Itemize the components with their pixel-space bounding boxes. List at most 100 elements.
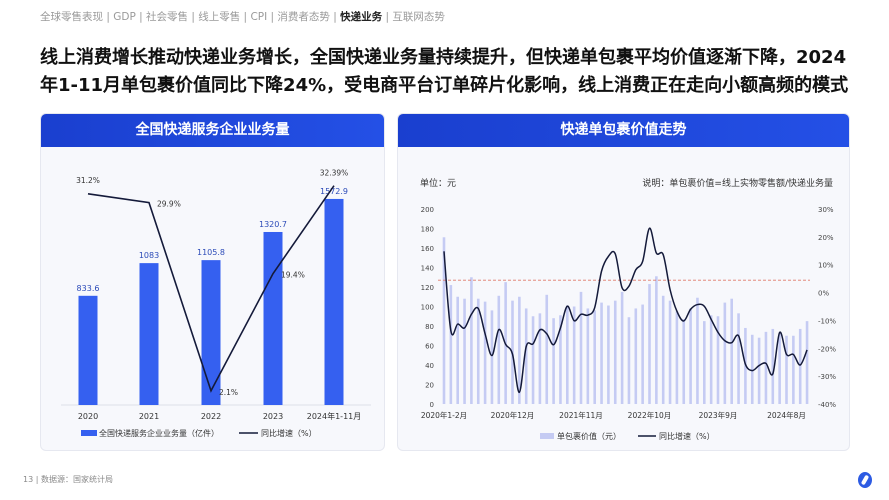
bar: [737, 313, 740, 404]
bar: [579, 291, 583, 404]
left-tick-label: 0: [430, 401, 434, 409]
bar: [648, 284, 651, 404]
left-tick-label: 200: [421, 206, 434, 214]
bar: [545, 294, 549, 404]
nav-separator: |: [135, 11, 146, 23]
chart-note: 说明：单包裹价值=线上实物零售额/快递业务量: [642, 177, 833, 189]
x-tick-label: 2024年8月: [767, 410, 806, 420]
x-tick-label: 2021年11月: [559, 410, 603, 420]
nav-item[interactable]: 消费者态势: [277, 11, 330, 23]
bar: [552, 318, 555, 404]
right-tick-label: -40%: [818, 401, 836, 409]
x-tick-label: 2023年9月: [699, 410, 738, 420]
bar: [538, 313, 542, 404]
nav-item[interactable]: 全球零售表现: [40, 11, 103, 23]
footer-sep: |: [35, 475, 41, 484]
nav-item[interactable]: CPI: [250, 11, 268, 23]
legend-line-label: 同比增速（%）: [261, 428, 317, 438]
x-tick-label: 2024年1-11月: [307, 411, 362, 421]
right-tick-label: -10%: [818, 317, 836, 325]
express-volume-chart: 833.6 2020 1083 2021 1105.8 2022 1320.7 2023 157…: [61, 169, 371, 438]
left-tick-label: 140: [421, 265, 434, 273]
bar: [600, 302, 603, 404]
data-source: 数据源：国家统计局: [40, 475, 113, 484]
bar: [709, 315, 713, 404]
left-tick-label: 180: [421, 226, 434, 234]
page-number: 13: [23, 475, 34, 484]
line-label: 32.39%: [320, 169, 349, 178]
express-volume-card: 全国快递服务企业业务量 833.6 2020 1083 2021 1105.8 2022 1…: [40, 113, 385, 451]
bar: [655, 276, 658, 404]
bar: [696, 297, 699, 404]
bar: [607, 305, 610, 404]
bar-label: 1083: [139, 251, 159, 260]
x-tick-label: 2020年1-2月: [421, 410, 467, 420]
legend-bar-label: 单包裹价值（元）: [557, 431, 621, 441]
bar: [593, 310, 596, 404]
bar: [263, 231, 283, 405]
legend-bar-label: 全国快递服务企业业务量（亿件）: [99, 428, 219, 438]
nav-separator: |: [103, 11, 114, 23]
bar: [470, 277, 473, 404]
bar: [490, 310, 494, 404]
x-tick-label: 2020: [78, 412, 98, 421]
bar: [559, 315, 562, 404]
nav-separator: |: [382, 11, 393, 23]
bar: [750, 334, 754, 404]
bar: [524, 308, 528, 404]
bar: [792, 335, 795, 404]
left-tick-label: 40: [425, 362, 434, 370]
line-label: 19.4%: [281, 271, 305, 280]
bar: [723, 302, 727, 404]
bar: [456, 296, 459, 404]
bar: [798, 328, 802, 404]
bar: [78, 295, 98, 405]
bar: [613, 300, 617, 404]
right-tick-label: 10%: [818, 262, 834, 270]
bar: [463, 298, 466, 404]
bar: [449, 285, 453, 404]
bar: [805, 321, 809, 404]
line-label: 2.1%: [219, 388, 238, 397]
bar: [518, 296, 521, 404]
nav-item[interactable]: 线上零售: [198, 11, 241, 23]
right-tick-label: 0%: [818, 290, 829, 298]
bar: [572, 306, 576, 404]
left-tick-label: 60: [425, 343, 434, 351]
line-label: 29.9%: [157, 200, 181, 209]
bar: [139, 263, 159, 405]
legend-bar-swatch: [540, 433, 554, 439]
bar: [641, 304, 644, 404]
right-tick-label: -20%: [818, 345, 836, 353]
bar: [716, 316, 720, 404]
bar: [483, 301, 487, 404]
left-tick-label: 100: [421, 304, 434, 312]
right-tick-label: 20%: [818, 234, 834, 242]
left-tick-label: 80: [425, 323, 434, 331]
bar: [689, 308, 692, 404]
parcel-value-card: 快递单包裹价值走势 单位：元 说明：单包裹价值=线上实物零售额/快递业务量 0 20 4…: [397, 113, 850, 451]
bar: [703, 321, 706, 404]
bar: [627, 317, 631, 404]
bar: [682, 319, 686, 404]
bar: [566, 305, 569, 404]
right-tick-label: -30%: [818, 373, 836, 381]
left-tick-label: 120: [421, 284, 434, 292]
nav-item[interactable]: GDP: [113, 11, 136, 23]
nav-separator: |: [188, 11, 199, 23]
top-nav: 全球零售表现 | GDP | 社会零售 | 线上零售 | CPI | 消费者态势…: [40, 9, 445, 24]
bar: [778, 333, 781, 404]
nav-item[interactable]: 互联网态势: [392, 11, 445, 23]
bar: [586, 308, 590, 404]
x-tick-label: 2022年10月: [628, 410, 672, 420]
x-tick-label: 2020年12月: [491, 410, 535, 420]
bar: [620, 291, 624, 404]
nav-item[interactable]: 社会零售: [146, 11, 188, 23]
nav-item[interactable]: 快递业务: [340, 11, 383, 23]
bar: [442, 237, 446, 404]
bar: [668, 300, 672, 404]
bar: [675, 311, 679, 404]
nav-separator: |: [240, 11, 251, 23]
bar: [324, 198, 344, 405]
bar: [771, 328, 775, 404]
